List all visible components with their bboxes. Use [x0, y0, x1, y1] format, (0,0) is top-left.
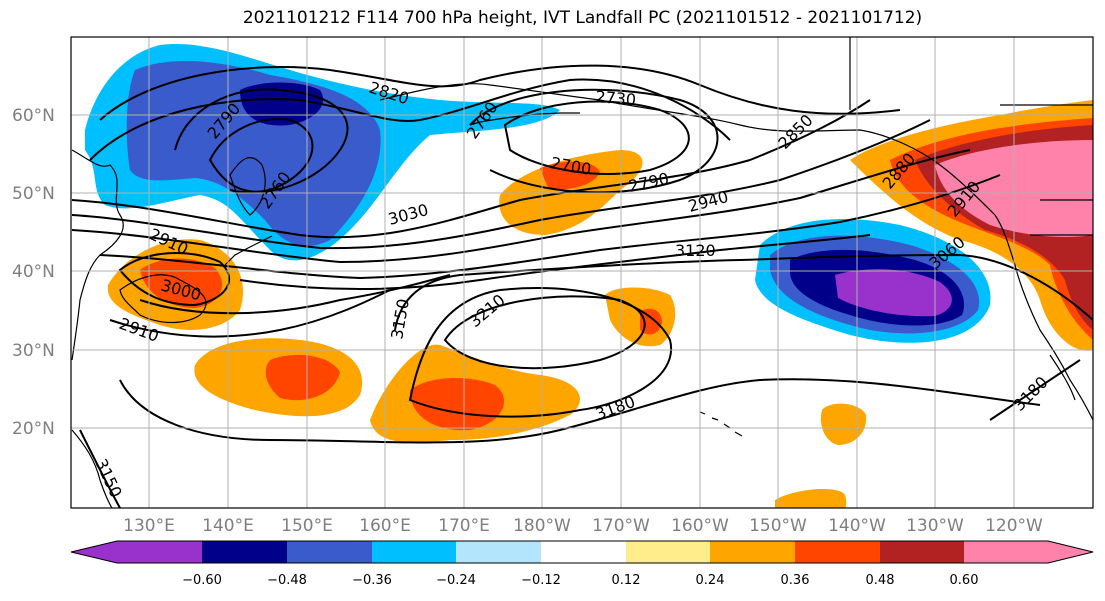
colorbar-swatch	[880, 541, 964, 563]
subtropical-positive-1-core	[265, 354, 340, 401]
lat-label: 50°N	[12, 184, 55, 204]
colorbar-swatch	[710, 541, 795, 563]
colorbar-tick-label: −0.12	[521, 573, 561, 588]
colorbar-tick-label: −0.48	[267, 573, 307, 588]
longitude-labels: 130°E 140°E 150°E 160°E 170°E 180°W 170°…	[123, 516, 1043, 536]
contour-line	[503, 100, 690, 175]
subtropical-positive-2-core	[410, 378, 505, 431]
contour-line	[71, 99, 871, 239]
colorbar-swatch	[202, 541, 287, 563]
lon-label: 150°E	[281, 516, 333, 536]
lon-label: 170°E	[438, 516, 490, 536]
map-panel: 2820 2790 2760 2730 2760 2700 2790 2850 …	[70, 36, 1094, 509]
colorbar-tick-label: −0.36	[352, 573, 392, 588]
colorbar-swatch	[287, 541, 372, 563]
east-negative-core	[835, 269, 952, 317]
lon-label: 160°W	[671, 516, 729, 536]
map-frame	[70, 36, 1094, 509]
kuril-islands	[224, 235, 273, 266]
canada-border	[849, 37, 1093, 236]
contour-line	[109, 289, 391, 338]
colorbar-low-extend	[71, 541, 117, 563]
lon-label: 120°W	[985, 516, 1043, 536]
na-west-coast	[994, 214, 1093, 421]
contour-line	[119, 378, 1041, 444]
asia-coast	[71, 149, 124, 361]
contour-line	[394, 253, 1093, 331]
baja-coast	[1049, 354, 1076, 401]
lon-label: 160°E	[359, 516, 411, 536]
lon-label: 150°W	[749, 516, 807, 536]
colorbar-swatch	[372, 541, 456, 563]
contour-line	[174, 88, 349, 194]
south-edge-positive	[775, 488, 847, 508]
contour-line	[408, 287, 673, 418]
contour-line	[208, 118, 314, 193]
contour-line	[139, 274, 451, 315]
philippine-coast	[71, 429, 113, 508]
subtropical-positive-3-core	[640, 308, 662, 335]
colorbar-tick-label: 0.12	[612, 573, 641, 588]
contour-line	[989, 359, 1081, 421]
graticule	[71, 37, 1093, 508]
contour-line	[118, 252, 231, 307]
colorbar-tick-label: 0.60	[950, 573, 979, 588]
lon-label: 140°E	[202, 516, 254, 536]
lat-label: 40°N	[12, 262, 55, 282]
latitude-labels: 60°N 50°N 40°N 30°N 20°N	[12, 106, 55, 439]
colorbar: −0.60 −0.48 −0.36 −0.24 −0.12 0.12 0.24 …	[70, 540, 1094, 588]
ivt-shading	[85, 44, 1093, 508]
colorbar-swatch	[117, 541, 202, 563]
contour-label: 2730	[595, 87, 637, 109]
lon-label: 130°W	[906, 516, 964, 536]
hawaii-east-positive	[820, 403, 867, 445]
lon-label: 130°E	[123, 516, 175, 536]
japan-coast	[119, 274, 207, 324]
colorbar-tick-label: 0.48	[866, 573, 895, 588]
contour-label: 3120	[675, 241, 716, 260]
map-title: 2021101212 F114 700 hPa height, IVT Land…	[242, 8, 923, 28]
colorbar-swatch	[626, 541, 710, 563]
colorbar-high-extend	[964, 541, 1093, 563]
hawaii-islands	[699, 411, 743, 437]
colorbar-outline	[70, 540, 1094, 564]
contour-line	[99, 64, 901, 121]
lon-label: 180°W	[513, 516, 571, 536]
colorbar-swatch	[541, 541, 626, 563]
contour-line	[79, 429, 121, 508]
colorbar-tick-label: −0.60	[182, 573, 222, 588]
lon-label: 170°W	[592, 516, 650, 536]
colorbar-tick-label: 0.36	[781, 573, 810, 588]
height-contours	[71, 64, 1093, 508]
colorbar-swatch	[456, 541, 541, 563]
kamchatka-coast	[229, 157, 266, 216]
contour-line	[443, 295, 646, 370]
colorbar-swatch	[795, 541, 880, 563]
aleutian-chain	[469, 112, 580, 126]
lon-label: 140°W	[828, 516, 886, 536]
lat-label: 20°N	[12, 419, 55, 439]
colorbar-tick-label: 0.24	[696, 573, 725, 588]
lat-label: 60°N	[12, 106, 55, 126]
colorbar-tick-label: −0.24	[436, 573, 476, 588]
contour-line	[71, 119, 931, 250]
lat-label: 30°N	[12, 341, 55, 361]
